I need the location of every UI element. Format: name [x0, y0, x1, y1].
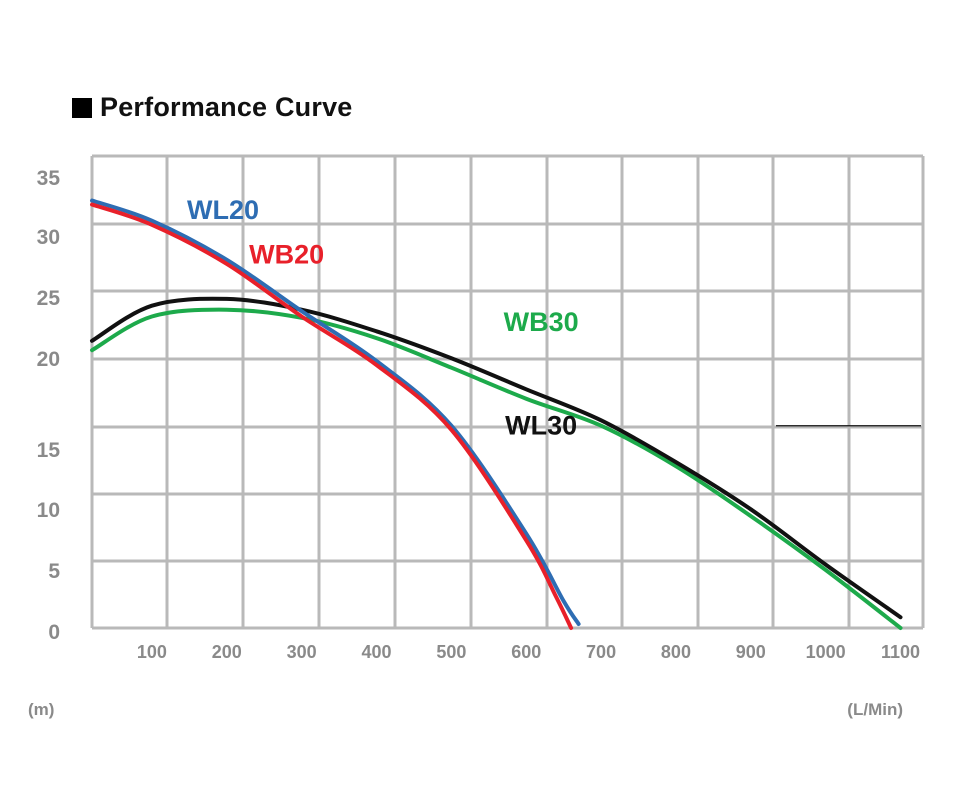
grid-lines [90, 154, 925, 630]
y-axis-ticks: 0 5 10 15 20 25 30 35 [37, 167, 61, 644]
x-axis-unit: (L/Min) [847, 700, 903, 719]
series-label-wb30: WB30 [504, 307, 579, 337]
chart-title-text: Performance Curve [100, 92, 353, 122]
y-tick-label: 25 [37, 287, 61, 310]
y-tick-label: 15 [37, 439, 61, 462]
x-tick-label: 100 [137, 642, 167, 662]
series-line-wb20 [90, 202, 574, 630]
x-tick-label: 500 [436, 642, 466, 662]
y-tick-label: 20 [37, 348, 60, 371]
x-tick-label: 1000 [806, 642, 846, 662]
series-label-wl20: WL20 [187, 195, 259, 225]
series-label-wb20: WB20 [249, 239, 324, 269]
y-tick-label: 5 [48, 560, 60, 583]
x-tick-label: 900 [736, 642, 766, 662]
y-tick-label: 30 [37, 226, 60, 249]
series-line-wl30 [90, 296, 903, 620]
x-tick-label: 200 [212, 642, 242, 662]
title-square-icon [72, 97, 92, 118]
x-tick-label: 400 [361, 642, 391, 662]
x-tick-label: 1100 [881, 642, 920, 662]
series-labels: WL20 WB20 WB30 WL30 [187, 195, 579, 441]
series-line-wl20 [90, 198, 581, 626]
x-tick-label: 700 [586, 642, 616, 662]
series-curves [90, 198, 903, 630]
y-tick-label: 35 [37, 167, 61, 190]
y-axis-unit: (m) [28, 700, 54, 719]
x-tick-label: 800 [661, 642, 691, 662]
y-tick-label: 10 [37, 499, 60, 522]
series-label-wl30: WL30 [505, 411, 577, 441]
x-tick-label: 600 [511, 642, 541, 662]
y-tick-label: 0 [48, 621, 60, 644]
x-axis-ticks: 100 200 300 400 500 600 700 800 900 1000 1100 [137, 642, 920, 662]
chart-title: Performance Curve [72, 92, 353, 123]
x-tick-label: 300 [287, 642, 317, 662]
series-line-wb30 [90, 307, 903, 630]
